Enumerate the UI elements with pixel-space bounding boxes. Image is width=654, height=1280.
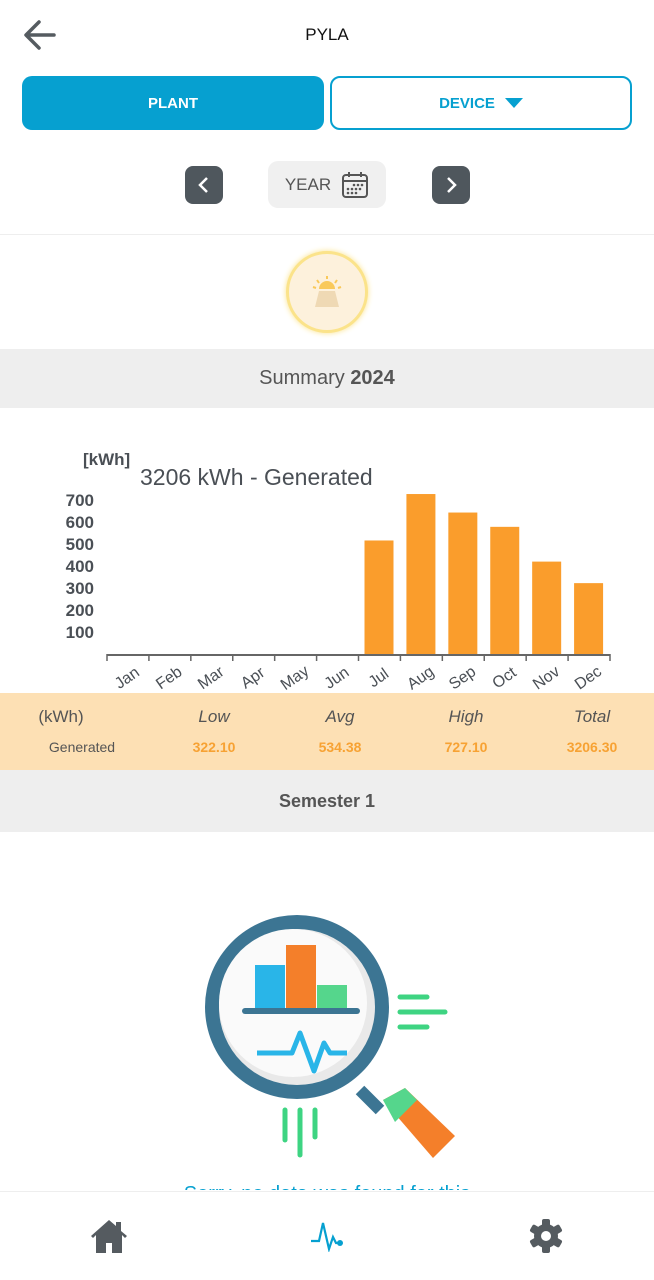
y-tick-label: 500 [66,535,94,554]
period-selector[interactable]: YEAR [268,161,386,208]
back-button[interactable] [22,18,58,52]
stats-value-high: 727.10 [444,739,488,755]
x-tick-label: Apr [238,664,269,693]
stats-unit: (kWh) [38,707,84,726]
solar-panel-sun-icon [312,276,342,307]
y-tick-label: 300 [66,579,94,598]
bar-sep [448,512,478,654]
caret-down-icon [504,98,523,108]
chevron-left-icon [198,177,208,193]
bar-oct [490,526,520,654]
stats-header-high: High [448,707,484,726]
y-tick-label: 100 [66,623,94,642]
previous-period-button[interactable] [185,166,223,204]
bar-jul [364,540,394,654]
x-tick-label: Jan [112,664,143,693]
bar-dec [574,583,604,654]
period-label: YEAR [284,174,332,194]
tab-activity[interactable] [306,1214,350,1258]
semester-label: Semester 1 [278,790,376,811]
bottom-tab-bar [0,1191,654,1280]
stats-header-avg: Avg [325,707,355,726]
y-tick-label: 200 [66,601,94,620]
pulse-icon [311,1222,343,1252]
stats-value-avg: 534.38 [318,739,362,755]
device-label: DEVICE [439,94,495,112]
x-tick-label: Aug [404,663,437,693]
no-data-illustration [205,915,455,1158]
calendar-icon [342,171,369,198]
x-tick-label: Jun [322,664,353,693]
y-tick-label: 700 [66,491,94,510]
summary-header: Summary 2024 [0,349,654,408]
x-tick-label: Sep [446,663,479,693]
stats-value-low: 322.10 [192,739,236,755]
bar-nov [532,561,562,654]
y-tick-label: 400 [66,557,94,576]
x-tick-label: Oct [490,664,521,693]
stats-table: (kWh) Generated Low Avg High Total 322.1… [0,693,654,770]
bar-aug [406,494,436,654]
stats-value-total: 3206.30 [566,739,618,755]
divider [0,234,654,235]
semester-header: Semester 1 [0,770,654,832]
x-tick-label: Mar [195,663,228,693]
y-axis-label: [kWh] [83,450,130,469]
x-tick-label: Dec [572,663,605,693]
tab-home[interactable] [87,1214,131,1258]
plant-label: PLANT [148,94,198,112]
stats-row-label: Generated [48,739,116,755]
plant-tab[interactable]: PLANT [22,76,324,130]
monthly-generation-chart: [kWh] 3206 kWh - Generated 100 200 300 400 500… [66,450,611,693]
gear-icon [530,1219,562,1253]
chart-title: 3206 kWh - Generated [140,464,373,490]
device-dropdown[interactable]: DEVICE [330,76,632,130]
x-tick-label: Jul [366,665,393,691]
no-data-message: Sorry, no data was found for this [0,1180,654,1190]
x-tick-label: Nov [530,663,563,693]
solar-plant-badge [286,251,368,333]
page-title: PYLA [305,25,349,44]
arrow-left-icon [24,20,56,50]
home-icon [91,1220,127,1253]
x-tick-label: Feb [153,663,185,693]
stats-header-total: Total [573,707,611,726]
next-period-button[interactable] [432,166,470,204]
summary-label: Summary [259,367,345,389]
x-tick-label: May [278,663,313,693]
chevron-right-icon [447,177,457,193]
stats-header-low: Low [198,707,230,726]
summary-year: 2024 [350,367,395,389]
y-tick-label: 600 [66,513,94,532]
tab-settings[interactable] [524,1214,568,1258]
